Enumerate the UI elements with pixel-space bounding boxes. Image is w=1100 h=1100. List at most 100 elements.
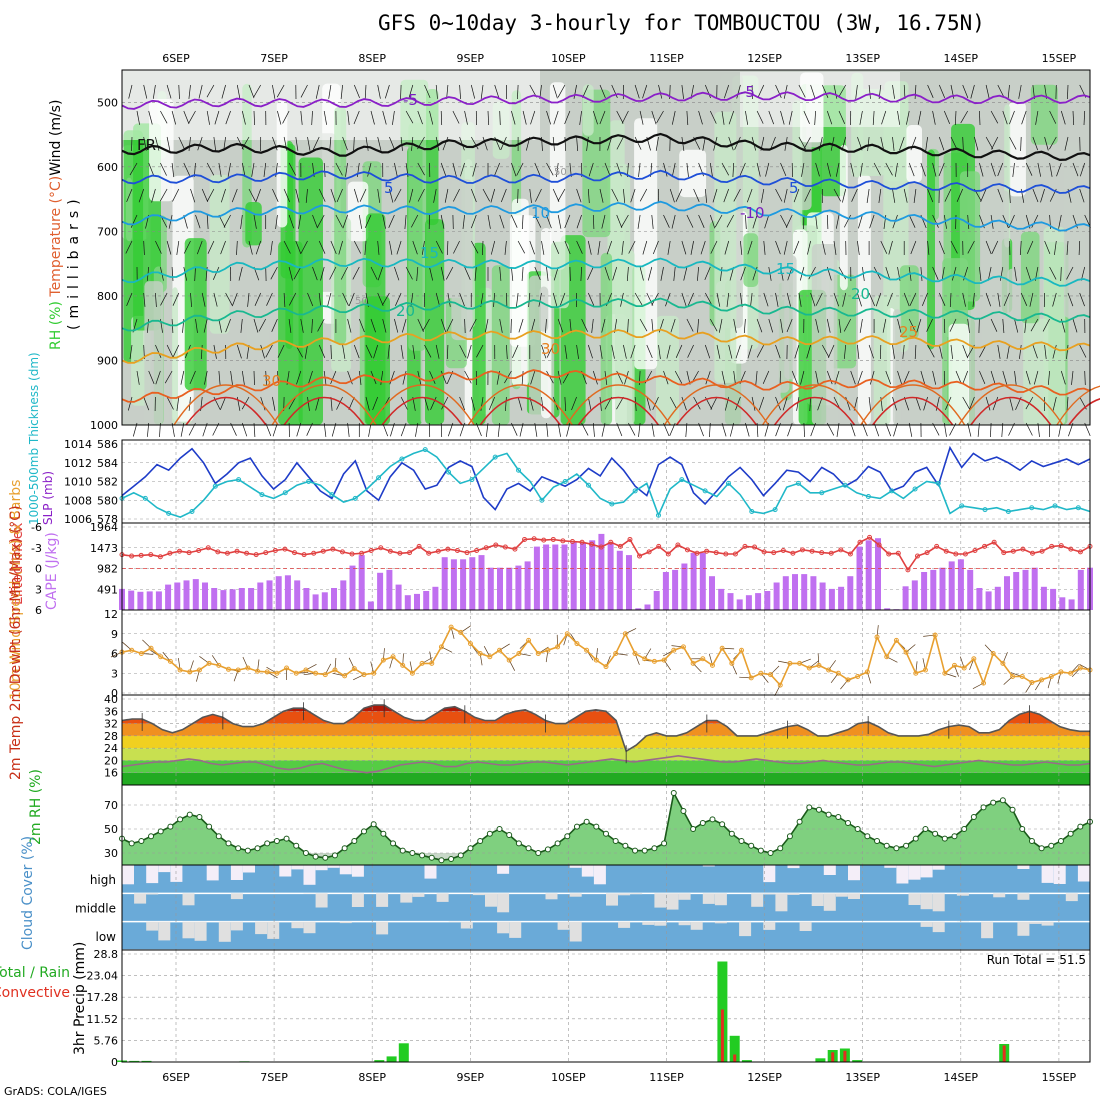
wind-barb bbox=[634, 136, 642, 150]
rh-point bbox=[651, 845, 658, 852]
cloud-gap bbox=[569, 893, 582, 897]
wind-barb bbox=[203, 318, 208, 333]
thickness-point bbox=[142, 495, 148, 501]
wind-point bbox=[826, 667, 832, 673]
date-label-top: 14SEP bbox=[944, 52, 979, 65]
wind-barb bbox=[851, 188, 858, 202]
cloud-gap bbox=[206, 865, 219, 881]
wind-barb bbox=[220, 240, 226, 255]
wind-barb bbox=[687, 344, 694, 358]
wind-barb bbox=[1060, 370, 1066, 385]
contour-label: 20 bbox=[396, 302, 415, 320]
wind-barb bbox=[125, 240, 133, 254]
wind-barb bbox=[516, 292, 519, 307]
rh-point bbox=[922, 826, 929, 832]
wind-barb bbox=[698, 214, 705, 228]
wind-barb bbox=[288, 266, 293, 281]
wind-barb bbox=[201, 292, 206, 307]
y-tick-label: 580 bbox=[97, 494, 118, 507]
wind-barb bbox=[573, 84, 577, 99]
li-point bbox=[407, 550, 413, 556]
wind-point bbox=[893, 637, 899, 643]
rh-point bbox=[709, 816, 716, 823]
wind-barb bbox=[611, 188, 619, 202]
wind-barb bbox=[599, 188, 604, 203]
wind-barb bbox=[482, 136, 488, 151]
wind-point bbox=[313, 670, 319, 676]
wind-barb bbox=[218, 318, 222, 333]
wind-barb bbox=[793, 240, 800, 255]
cape-bar bbox=[782, 576, 789, 610]
wind-point bbox=[884, 654, 890, 660]
wind-barb bbox=[656, 110, 664, 124]
y-tick-label: 16 bbox=[104, 767, 118, 780]
li-point bbox=[1077, 549, 1083, 555]
wind-barb bbox=[1079, 162, 1086, 177]
thickness-point bbox=[912, 486, 918, 492]
wind-point bbox=[458, 629, 464, 635]
cape-bar bbox=[1059, 597, 1066, 610]
date-label-bottom: 9SEP bbox=[457, 1071, 485, 1084]
rh-point bbox=[980, 804, 987, 811]
rh-dry-zone bbox=[122, 70, 540, 140]
wind-barb bbox=[148, 162, 155, 177]
wind-barb bbox=[1066, 266, 1074, 280]
wind-point bbox=[206, 660, 212, 666]
wind-point bbox=[787, 660, 793, 666]
wind-barb bbox=[452, 162, 457, 177]
cape-bar bbox=[340, 580, 347, 610]
wind-barb bbox=[757, 84, 765, 98]
thickness-point bbox=[306, 479, 312, 484]
cloud-gap bbox=[472, 893, 485, 896]
li-point bbox=[541, 537, 547, 543]
wind-barb bbox=[312, 214, 318, 229]
thickness-point bbox=[446, 469, 452, 475]
wind-barb bbox=[138, 188, 145, 203]
wind-barb bbox=[637, 214, 641, 229]
thickness-point bbox=[725, 480, 731, 486]
cape-bar bbox=[128, 590, 135, 610]
rh-band bbox=[899, 265, 919, 339]
wind-barb bbox=[967, 214, 970, 230]
rh-point bbox=[738, 838, 745, 844]
wind-barb bbox=[258, 318, 267, 332]
wind-barb bbox=[200, 344, 203, 360]
cape-bar bbox=[570, 542, 577, 610]
y-tick-label: 586 bbox=[97, 438, 118, 451]
wind-point bbox=[1029, 679, 1035, 685]
wind-barb bbox=[1083, 110, 1086, 126]
rh-point bbox=[554, 840, 561, 847]
cape-bar bbox=[598, 533, 605, 610]
thickness-point bbox=[1005, 509, 1011, 514]
wind-barb bbox=[857, 344, 860, 359]
cape-bar bbox=[810, 576, 817, 610]
wind-barb bbox=[464, 110, 468, 125]
wind-barb bbox=[646, 292, 654, 306]
rh-band bbox=[679, 149, 707, 198]
wind-barb bbox=[604, 266, 610, 281]
wind-barb bbox=[412, 344, 416, 359]
wind-barb bbox=[768, 318, 774, 333]
wind-point bbox=[671, 647, 677, 653]
wind-barb bbox=[518, 318, 524, 333]
wind-barb bbox=[634, 84, 640, 99]
date-label-bottom: 12SEP bbox=[747, 1071, 782, 1084]
li-point bbox=[483, 545, 489, 551]
li-point bbox=[224, 550, 230, 556]
cape-bar bbox=[137, 591, 144, 610]
wind-point bbox=[419, 660, 425, 666]
wind-barb bbox=[389, 188, 394, 203]
li-point bbox=[780, 548, 786, 554]
temp-band bbox=[122, 760, 1090, 773]
wind-barb bbox=[690, 240, 694, 255]
wind-barb bbox=[576, 214, 582, 229]
wind-point bbox=[400, 662, 406, 668]
wind-barb bbox=[698, 110, 703, 125]
wind-barb bbox=[318, 240, 326, 254]
wind-barb bbox=[927, 344, 935, 358]
wind-barb bbox=[675, 344, 683, 358]
cloud-gap bbox=[751, 893, 764, 907]
wind-barb bbox=[894, 162, 898, 177]
wind-barb bbox=[704, 344, 711, 359]
li-point bbox=[637, 553, 643, 559]
